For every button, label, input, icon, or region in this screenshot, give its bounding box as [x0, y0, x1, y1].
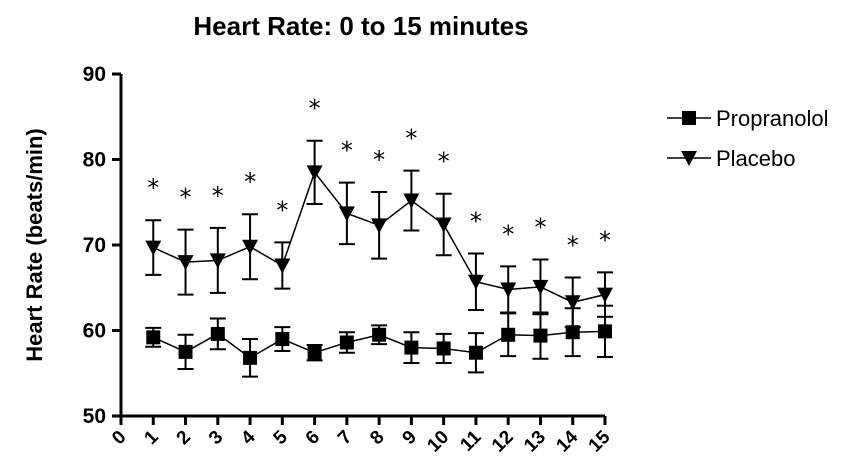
data-point	[307, 345, 322, 360]
data-point	[435, 217, 452, 233]
y-tick-label: 60	[83, 320, 106, 343]
series-propranolol	[145, 304, 613, 378]
legend-marker	[682, 111, 696, 125]
series-layer	[145, 139, 613, 378]
data-point	[209, 253, 226, 269]
legend: Propranolol Placebo	[667, 106, 829, 171]
x-tick-label: 9	[399, 427, 421, 449]
significance-star: *	[599, 226, 611, 254]
x-tick-label: 5	[270, 426, 293, 449]
data-point	[403, 193, 420, 209]
legend-label: Placebo	[716, 146, 796, 171]
data-point	[500, 282, 517, 298]
data-point	[533, 328, 548, 343]
data-point	[146, 330, 161, 345]
series-placebo	[145, 139, 613, 329]
x-tick-label: 3	[205, 427, 227, 449]
significance-star: *	[147, 174, 159, 202]
x-tick-label: 13	[520, 427, 550, 457]
x-tick-label: 15	[585, 426, 615, 456]
y-tick-label: 90	[83, 63, 106, 86]
data-point	[306, 165, 323, 181]
data-point	[275, 332, 290, 347]
data-point	[565, 325, 580, 340]
significance-star: *	[502, 220, 514, 248]
significance-star: *	[567, 231, 579, 259]
significance-star: *	[212, 182, 224, 210]
data-point	[210, 326, 225, 341]
significance-star: *	[244, 168, 256, 196]
legend-label: Propranolol	[716, 106, 829, 131]
y-tick-label: 50	[83, 405, 106, 428]
x-tick-label: 11	[456, 426, 485, 455]
legend-marker	[681, 151, 697, 166]
data-point	[242, 239, 259, 255]
significance-star: *	[534, 214, 546, 242]
data-point	[404, 340, 419, 355]
significance-markers: * * * * * * * * * * * * * * *	[147, 95, 611, 260]
data-point	[467, 274, 484, 290]
y-ticks: 50 60 70 80 90	[83, 63, 121, 428]
data-point	[339, 335, 354, 350]
chart-title: Heart Rate: 0 to 15 minutes	[193, 11, 528, 41]
legend-item-propranolol: Propranolol	[667, 106, 829, 131]
significance-star: *	[309, 95, 321, 123]
significance-star: *	[341, 137, 353, 165]
data-point	[371, 218, 388, 234]
data-point	[564, 295, 581, 311]
significance-star: *	[276, 196, 288, 224]
data-point	[178, 344, 193, 359]
x-tick-label: 1	[140, 426, 163, 449]
significance-star: *	[373, 146, 385, 174]
data-point	[274, 258, 291, 274]
data-point	[177, 255, 194, 271]
data-point	[598, 324, 612, 339]
data-point	[338, 206, 355, 222]
significance-star: *	[470, 208, 482, 236]
x-tick-label: 2	[173, 427, 195, 449]
y-tick-label: 70	[83, 234, 106, 257]
data-point	[243, 350, 258, 365]
data-point	[597, 287, 613, 303]
significance-star: *	[438, 148, 450, 176]
x-tick-label: 0	[108, 427, 130, 449]
x-tick-label: 4	[237, 426, 260, 449]
x-tick-label: 7	[334, 427, 356, 449]
data-point	[532, 279, 549, 295]
y-axis-label: Heart Rate (beats/min)	[22, 128, 47, 362]
significance-star: *	[180, 184, 192, 212]
x-tick-label: 14	[552, 426, 582, 456]
x-tick-label: 10	[423, 427, 453, 457]
x-tick-label: 6	[302, 427, 324, 449]
y-tick-label: 80	[83, 149, 106, 172]
data-point	[436, 341, 451, 356]
data-point	[501, 327, 516, 342]
x-ticks: 0 1 2 3 4 5 6 7 8 9 10 11 12 13 14 15	[108, 416, 615, 456]
legend-item-placebo: Placebo	[667, 146, 796, 171]
data-point	[372, 327, 387, 342]
x-tick-label: 12	[488, 427, 518, 457]
data-point	[468, 345, 483, 360]
data-point	[145, 240, 162, 256]
significance-star: *	[405, 125, 417, 153]
x-tick-label: 8	[366, 427, 388, 449]
